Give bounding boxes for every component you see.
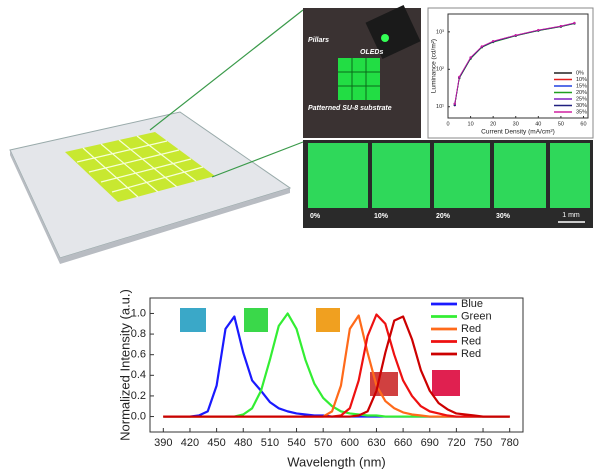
photo-label: Patterned SU-8 substrate: [308, 105, 392, 112]
photo-label: Pillars: [308, 37, 329, 44]
x-tick-label: 660: [394, 437, 412, 449]
x-tick-label: 30: [513, 121, 519, 127]
point: [469, 56, 472, 59]
y-tick-label: 0.6: [131, 349, 146, 361]
orange-device-photo: [316, 308, 340, 332]
x-tick-label: 630: [367, 437, 385, 449]
legend-label: 10%: [576, 77, 587, 83]
series-line: [163, 315, 510, 418]
y-tick-label: 0.0: [131, 410, 146, 422]
x-tick-label: 20: [490, 121, 496, 127]
strain-label: 0%: [310, 213, 321, 220]
legend-label: Blue: [461, 298, 483, 310]
x-tick-label: 720: [447, 437, 465, 449]
x-axis-title: Current Density (mA/cm²): [481, 129, 555, 136]
x-tick-label: 750: [474, 437, 492, 449]
x-tick-label: 510: [261, 437, 279, 449]
point: [559, 24, 563, 28]
substrate-illustration: [9, 9, 304, 264]
legend-label: 25%: [576, 96, 587, 102]
legend-label: Red: [461, 348, 481, 360]
y-axis-title: Luminance (cd/m²): [431, 39, 438, 93]
point: [480, 45, 483, 48]
x-tick-label: 420: [181, 437, 199, 449]
point: [458, 75, 461, 78]
plot-frame: [447, 13, 589, 119]
y-tick-label: 10³: [436, 29, 444, 35]
plot-frame: [149, 297, 524, 433]
x-tick-label: 450: [207, 437, 225, 449]
point: [492, 40, 495, 43]
strain-label: 10%: [374, 213, 389, 220]
x-tick-label: 60: [580, 121, 586, 127]
point: [573, 21, 576, 24]
blue-device-photo: [180, 308, 206, 332]
legend-label: 20%: [576, 90, 587, 96]
x-axis-title: Wavelength (nm): [287, 454, 386, 469]
x-tick-label: 690: [421, 437, 439, 449]
stretch-photo: [303, 140, 593, 228]
x-tick-label: 0: [446, 121, 449, 127]
point: [537, 28, 540, 32]
oled-photo: [303, 4, 421, 138]
x-tick-label: 40: [535, 121, 541, 127]
strain-label: 30%: [496, 213, 511, 220]
legend-label: 0%: [576, 70, 584, 76]
y-tick-label: 10¹: [436, 104, 444, 110]
y-tick-label: 0.2: [131, 390, 146, 402]
legend-label: 30%: [576, 103, 587, 109]
legend-label: 35%: [576, 109, 587, 115]
strain-label: 20%: [436, 213, 451, 220]
scale-bar-label: 1 mm: [562, 212, 580, 219]
y-tick-label: 0.4: [131, 369, 146, 381]
legend-label: 15%: [576, 83, 587, 89]
red-device-photo: [432, 370, 460, 396]
y-tick-label: 0.8: [131, 328, 146, 340]
x-tick-label: 540: [287, 437, 305, 449]
legend-label: Red: [461, 335, 481, 347]
x-tick-label: 390: [154, 437, 172, 449]
x-tick-label: 780: [500, 437, 518, 449]
point: [453, 102, 456, 105]
x-tick-label: 570: [314, 437, 332, 449]
y-tick-label: 10²: [436, 67, 444, 73]
legend-label: Green: [461, 310, 492, 322]
point: [514, 34, 517, 37]
y-axis-title: Normalized Intensity (a.u.): [117, 289, 132, 441]
photo-label: OLEDs: [360, 49, 383, 56]
y-tick-label: 1.0: [131, 307, 146, 319]
green-device-photo: [244, 308, 268, 332]
legend-label: Red: [461, 323, 481, 335]
x-tick-label: 50: [558, 121, 564, 127]
x-tick-label: 480: [234, 437, 252, 449]
x-tick-label: 10: [468, 121, 474, 127]
x-tick-label: 600: [341, 437, 359, 449]
